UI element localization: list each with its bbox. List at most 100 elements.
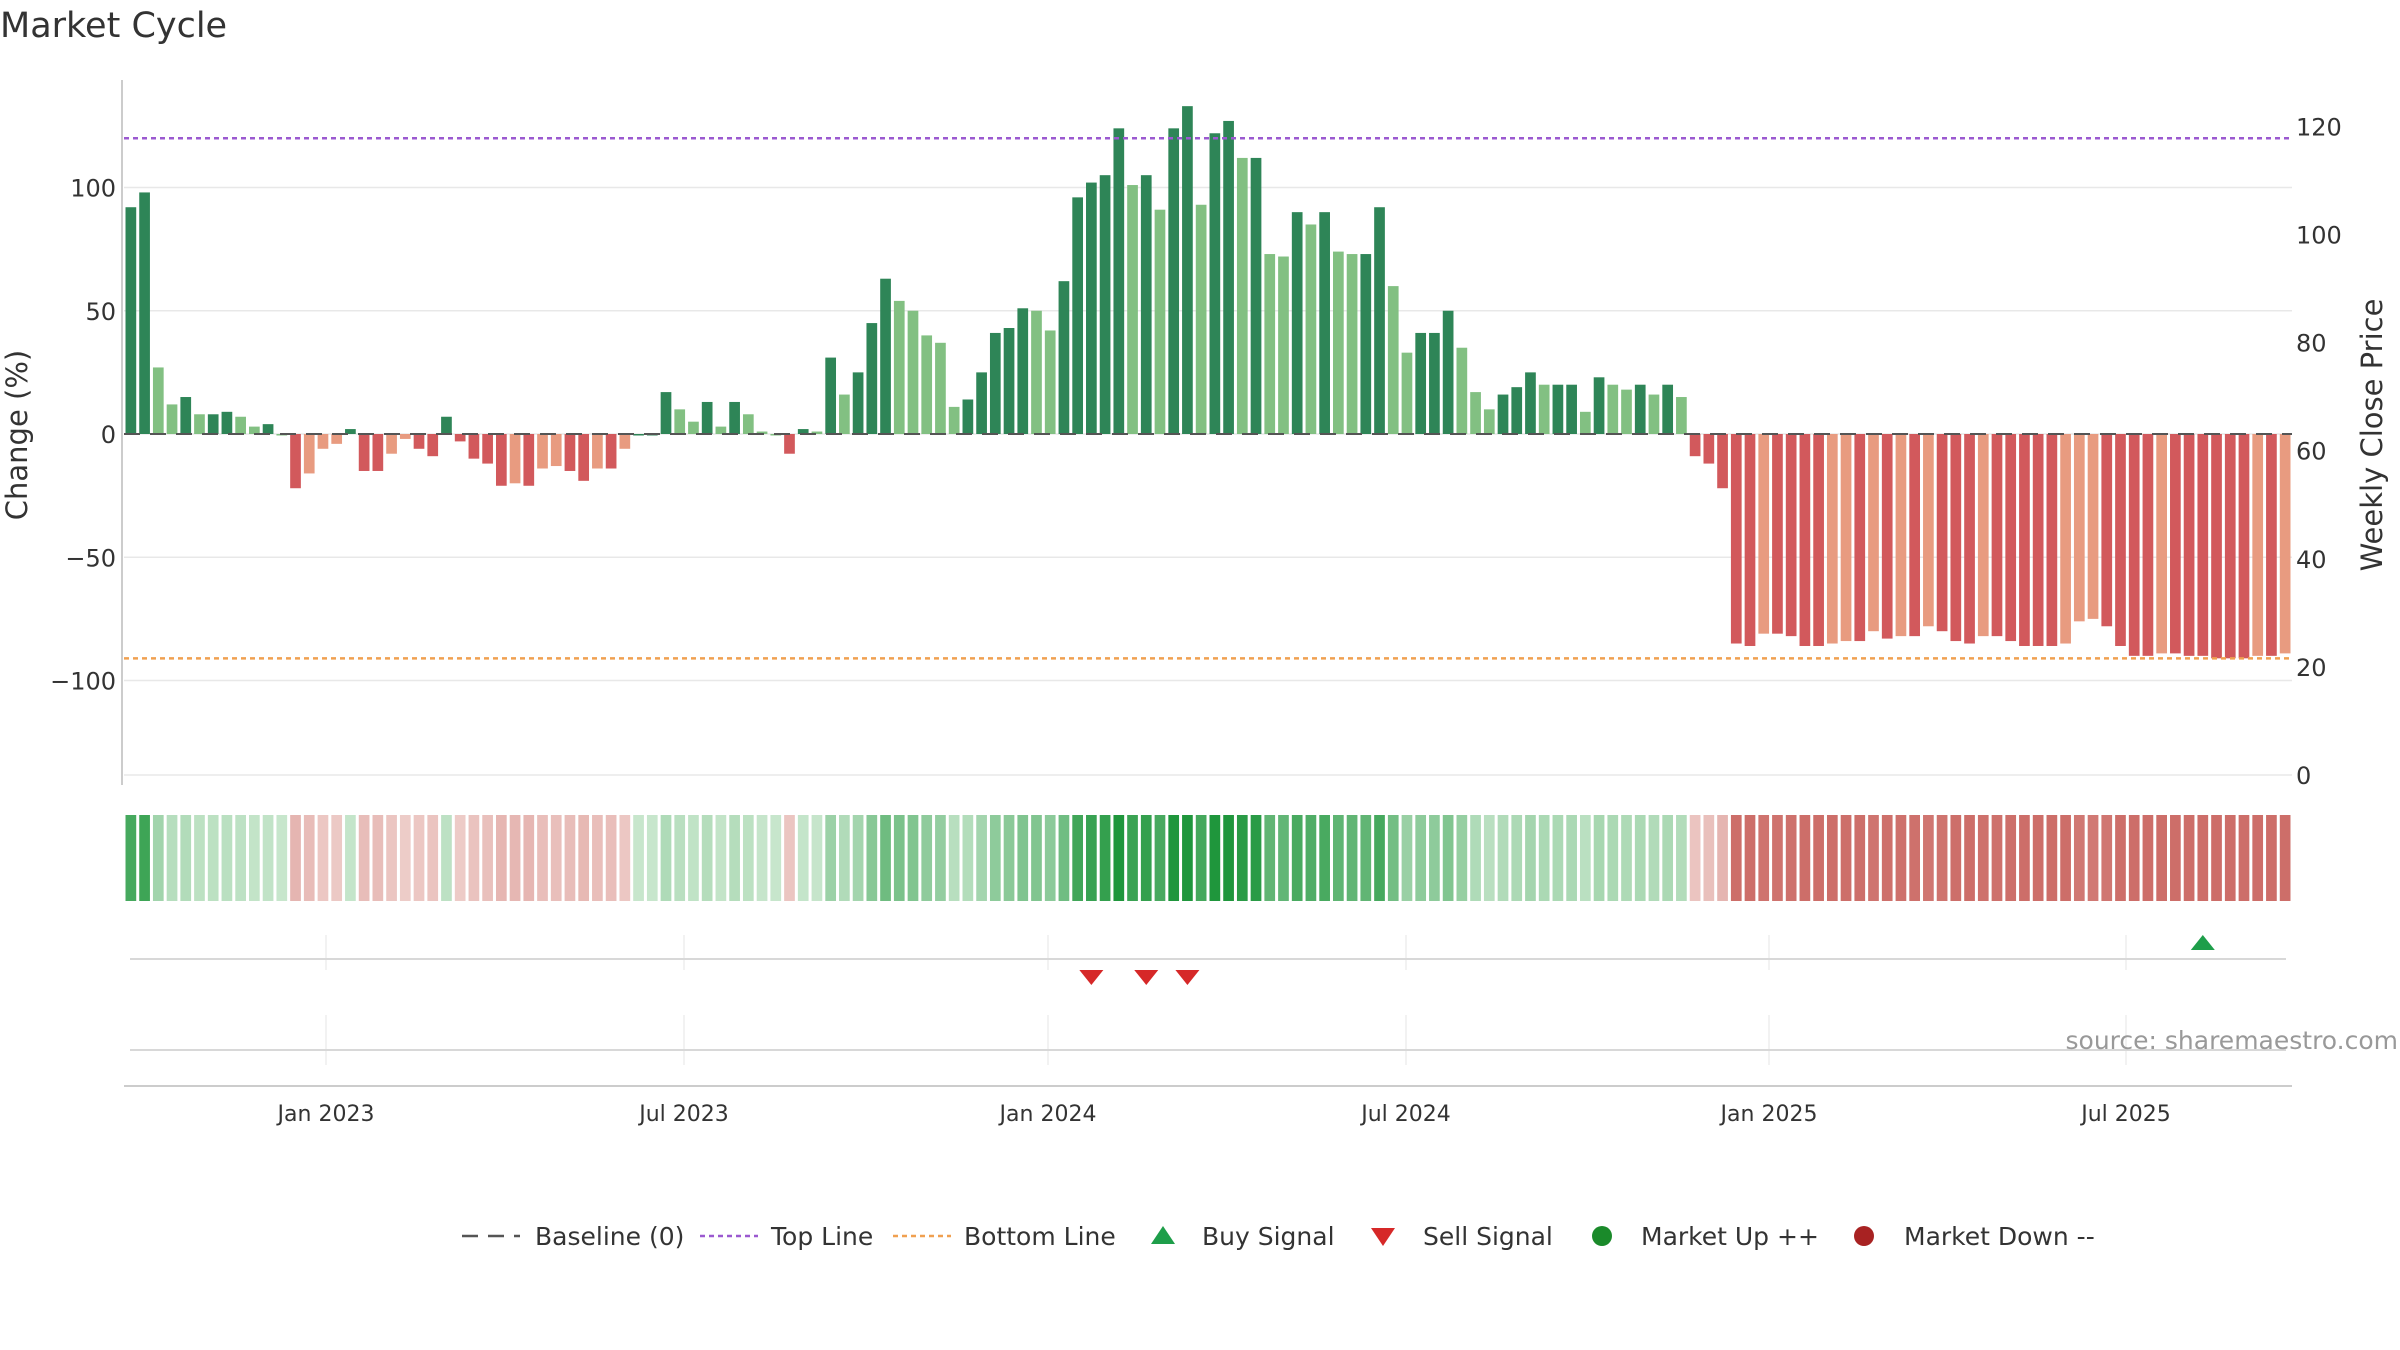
legend-label: Bottom Line — [964, 1222, 1116, 1251]
bar — [550, 434, 562, 467]
bar — [2224, 434, 2236, 659]
heat-cell — [1209, 815, 1221, 901]
heat-cell — [2087, 815, 2099, 901]
heat-cell — [1127, 815, 1138, 901]
heat-cell — [2170, 815, 2181, 901]
legend-swatch — [1592, 1226, 1612, 1246]
heat-cell — [756, 815, 768, 901]
bar — [441, 416, 452, 434]
bar — [1868, 434, 1879, 632]
heat-cell — [1360, 815, 1372, 901]
heat-cell — [1634, 815, 1646, 901]
bar — [1593, 377, 1605, 434]
bar — [1154, 209, 1166, 434]
bar — [1264, 254, 1276, 434]
bar — [1634, 384, 1646, 434]
bar — [1785, 434, 1797, 637]
bar — [2005, 434, 2017, 642]
heat-cell — [2224, 815, 2236, 901]
heat-cell — [1579, 815, 1591, 901]
heat-cell — [1154, 815, 1166, 901]
bar — [1689, 434, 1701, 457]
bar — [1058, 281, 1070, 434]
heat-cell — [1429, 815, 1440, 901]
heat-cell — [1881, 815, 1893, 901]
heat-cell — [1868, 815, 1879, 901]
heat-cell — [386, 815, 397, 901]
heat-cell — [976, 815, 987, 901]
bar — [1346, 254, 1358, 434]
heat-cell — [1991, 815, 2003, 901]
bar — [2060, 434, 2071, 644]
heat-cell — [2279, 815, 2291, 901]
bar — [1401, 352, 1413, 434]
heat-cell — [1168, 815, 1180, 901]
heat-cell — [1470, 815, 1481, 901]
legend-item: Top Line — [700, 1222, 873, 1251]
sell-signal-marker — [1079, 970, 1104, 985]
bar — [825, 357, 837, 434]
y-right-tick-label: 0 — [2296, 762, 2311, 790]
bar — [674, 409, 686, 434]
heat-cell — [2128, 815, 2140, 901]
legend-item: Bottom Line — [893, 1222, 1116, 1251]
heat-cell — [564, 815, 576, 901]
bars-group — [125, 106, 2291, 659]
heat-cell — [592, 815, 603, 901]
heat-cell — [1291, 815, 1303, 901]
bar — [2142, 434, 2154, 656]
x-tick-labels: Jan 2023 Jul 2023 Jan 2024 Jul 2024 Jan 2025… — [276, 1102, 2171, 1127]
bar — [1676, 397, 1687, 434]
bar — [1991, 434, 2003, 637]
x-tick-label: Jan 2025 — [1719, 1102, 1818, 1127]
bar — [784, 434, 795, 454]
heat-cell — [674, 815, 686, 901]
bar — [962, 399, 974, 434]
bar — [2156, 434, 2167, 654]
bar — [2101, 434, 2113, 627]
heat-cell — [468, 815, 480, 901]
bar — [1881, 434, 1893, 639]
heat-cell — [441, 815, 452, 901]
bar — [194, 414, 205, 434]
heat-cell — [1785, 815, 1797, 901]
bar — [509, 434, 521, 484]
bar — [537, 434, 548, 469]
heat-cell — [893, 815, 905, 901]
legend-swatch — [1151, 1226, 1175, 1244]
left-tick-labels: 100 50 0 −50 −100 — [50, 175, 116, 696]
y-axis-left-title: Change (%) — [0, 350, 34, 520]
legend-swatch — [1371, 1228, 1395, 1246]
bar — [1168, 128, 1180, 434]
bar — [1552, 384, 1564, 434]
y-left-tick-label: −50 — [65, 544, 116, 572]
bar — [1717, 434, 1728, 489]
heat-cell — [2115, 815, 2126, 901]
bar — [1511, 387, 1523, 434]
heat-cell — [770, 815, 782, 901]
bar — [2019, 434, 2030, 646]
bar — [1579, 411, 1591, 434]
heat-cell — [1511, 815, 1523, 901]
heat-cell — [1813, 815, 1824, 901]
heat-cell — [1950, 815, 1962, 901]
legend: Baseline (0) Top Line Bottom Line Buy Signa… — [462, 1222, 2095, 1251]
heat-cell — [2156, 815, 2167, 901]
heat-cell — [1483, 815, 1495, 901]
heat-cell — [1923, 815, 1934, 901]
bar — [1936, 434, 1948, 632]
heat-cell — [1936, 815, 1948, 901]
heat-cell — [331, 815, 343, 901]
bar — [1387, 286, 1399, 434]
y-right-tick-label: 120 — [2296, 113, 2342, 141]
bar — [1525, 372, 1536, 434]
bar — [2279, 434, 2291, 654]
x-tick-label: Jul 2025 — [2079, 1102, 2171, 1127]
bar — [1415, 332, 1427, 434]
heat-cell — [2197, 815, 2209, 901]
bar — [976, 372, 987, 434]
heat-cell — [1415, 815, 1427, 901]
bar — [715, 426, 727, 434]
heat-strip — [125, 815, 2291, 901]
